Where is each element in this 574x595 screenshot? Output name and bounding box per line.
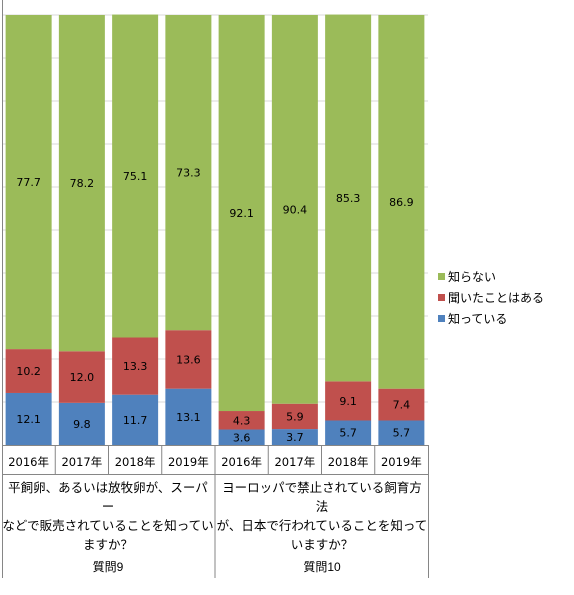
bar-segment (112, 394, 159, 445)
x-tick-label: 2019年 (168, 455, 209, 469)
data-label: 13.1 (176, 411, 201, 424)
legend: 知らない 聞いたことはある 知っている (438, 266, 544, 329)
group-label-q10: 質問10 (303, 560, 341, 574)
x-tick-label: 2018年 (328, 455, 369, 469)
bar-segment (218, 429, 265, 445)
data-label: 78.2 (70, 177, 95, 190)
bar-segment (58, 351, 105, 403)
question-10-line: いますか？ (290, 538, 354, 552)
data-label: 92.1 (229, 207, 254, 220)
data-label: 12.0 (70, 371, 95, 384)
data-label: 3.6 (233, 431, 251, 444)
data-label: 13.6 (176, 353, 201, 366)
bar-segment (165, 330, 212, 389)
bar-segment (271, 15, 318, 404)
bar-segment (325, 381, 372, 421)
data-label: 77.7 (16, 176, 41, 189)
data-label: 3.7 (286, 431, 304, 444)
bar-segment (5, 392, 52, 445)
data-label: 9.1 (339, 395, 357, 408)
x-tick-label: 2018年 (115, 455, 156, 469)
bar-segment (325, 420, 372, 445)
data-label: 90.4 (283, 203, 308, 216)
x-tick-label: 2016年 (8, 455, 49, 469)
data-label: 5.7 (393, 427, 411, 440)
bar-segment (271, 429, 318, 445)
data-label: 85.3 (336, 192, 361, 205)
bar-segment (165, 388, 212, 445)
bar-segment (378, 388, 425, 421)
question-10-line: が、日本で行われていることを知って (216, 519, 428, 533)
legend-swatch-know (438, 315, 445, 322)
legend-label-unknown: 知らない (448, 270, 497, 284)
bar-segment (378, 15, 425, 389)
bar-segment (165, 15, 212, 331)
data-label: 5.7 (339, 427, 357, 440)
data-label: 86.9 (389, 196, 414, 209)
question-9-line: ますか？ (82, 538, 133, 552)
group-label-q9: 質問9 (92, 560, 124, 574)
bar-segment (58, 15, 105, 352)
bar-segment (112, 337, 159, 395)
bar-segment (378, 420, 425, 445)
data-label: 7.4 (393, 399, 411, 412)
data-label: 4.3 (233, 414, 251, 427)
bar-segment (218, 411, 265, 430)
bar-segment (218, 15, 265, 412)
data-label: 5.9 (286, 410, 304, 423)
question-9-line: 平飼卵、あるいは放牧卵が、スーパー (8, 481, 208, 514)
legend-item-unknown: 知らない (438, 266, 544, 287)
legend-swatch-heard (438, 294, 445, 301)
x-tick-label: 2017年 (274, 455, 315, 469)
bar-segment (58, 402, 105, 445)
legend-label-know: 知っている (448, 312, 508, 326)
data-label: 75.1 (123, 170, 148, 183)
data-label: 11.7 (123, 414, 148, 427)
bar-segment (5, 349, 52, 393)
data-label: 13.3 (123, 360, 148, 373)
bar-segment (271, 403, 318, 430)
x-tick-label: 2017年 (61, 455, 102, 469)
x-tick-label: 2016年 (221, 455, 262, 469)
legend-label-heard: 聞いたことはある (448, 291, 545, 305)
question-9-line: などで販売されていることを知ってい (2, 519, 214, 533)
legend-swatch-unknown (438, 273, 445, 280)
legend-item-heard: 聞いたことはある (438, 287, 544, 308)
bar-segment (5, 15, 52, 350)
data-label: 73.3 (176, 167, 201, 180)
x-tick-label: 2019年 (381, 455, 422, 469)
legend-item-know: 知っている (438, 308, 544, 329)
data-label: 10.2 (16, 365, 41, 378)
question-10-text: ヨーロッパで禁止されている飼育方法 が、日本で行われていることを知って いますか… (216, 479, 428, 555)
question-10-line: ヨーロッパで禁止されている飼育方法 (222, 481, 422, 514)
data-label: 12.1 (16, 413, 41, 426)
bar-segment (325, 14, 372, 382)
bar-segment (112, 14, 159, 338)
question-9-text: 平飼卵、あるいは放牧卵が、スーパー などで販売されていることを知ってい ますか？ (2, 479, 214, 555)
data-label: 9.8 (73, 418, 91, 431)
